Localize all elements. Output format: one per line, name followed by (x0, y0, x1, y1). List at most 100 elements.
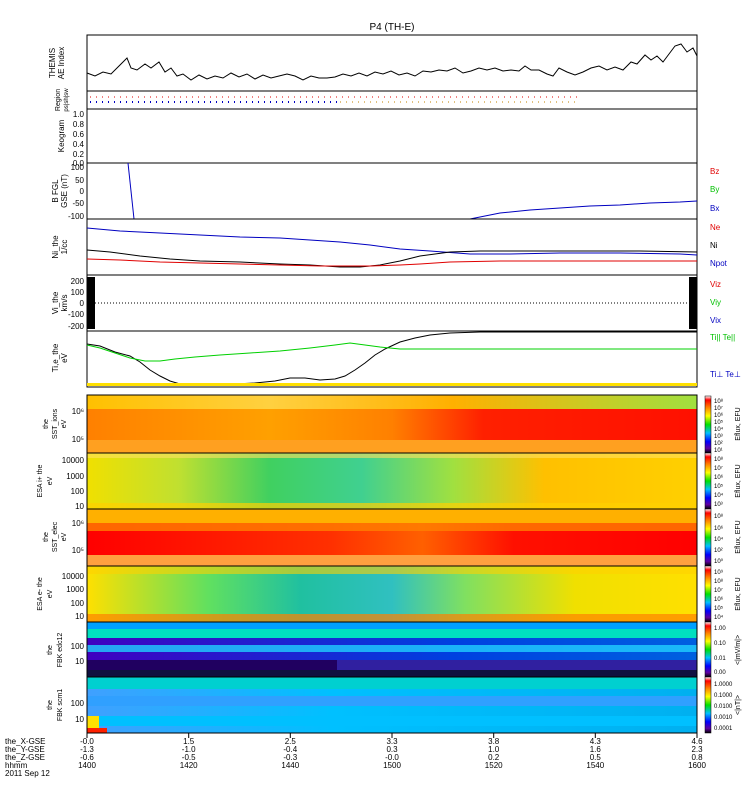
bfgm-ytick: -50 (72, 199, 84, 208)
colorbar-esa-ion (704, 452, 712, 510)
xcol-y: 2.3 (691, 745, 703, 754)
te-par-line (86, 331, 697, 386)
cbar-tick: 1.00 (714, 626, 726, 632)
cbar-tick: 10⁴ (714, 614, 724, 621)
xrow-label: the_Y-GSE (5, 745, 45, 754)
esa-elec-ylabel-2: eV (47, 589, 54, 598)
cbar-tick: 10⁸ (714, 456, 724, 463)
cbar-tick: 10² (714, 441, 723, 447)
panel-bfgm (86, 162, 698, 220)
velocity-end-block (689, 277, 697, 329)
cbar-tick: 10¹ (714, 448, 723, 454)
fbk-scm-ylabel-1: the (47, 700, 54, 710)
xrow-label: hhmm (5, 761, 28, 770)
cbar-tick: 0.0100 (714, 704, 733, 710)
ae-ylabel-1: THEMIS (48, 48, 57, 78)
esa-ion-ytick: 1000 (66, 472, 84, 481)
xaxis-row-labels: the_X-GSE the_Y-GSE the_Z-GSE hhmm 2011 … (5, 737, 50, 778)
temp-ylabel-1: Ti,e_the (51, 343, 60, 372)
cbar-tick: 10⁴ (714, 426, 724, 433)
esa-elec-ytick: 10000 (62, 572, 85, 581)
esa-ion-ylabel-2: eV (47, 476, 54, 485)
xcol-y: 0.3 (386, 745, 398, 754)
xrow-label: the_X-GSE (5, 737, 45, 746)
cbar-tick: 10³ (714, 434, 723, 440)
xcol-x: 4.3 (590, 737, 602, 746)
cbar-tick: 10⁴ (714, 492, 724, 499)
esa-elec-ytick: 100 (71, 599, 85, 608)
cbar-tick: 10⁹ (714, 569, 724, 576)
panel-sst-elec (86, 508, 698, 567)
panel-ae (86, 34, 698, 92)
sst-ions-ylabel-2: SST_ions (52, 408, 59, 439)
legend-ni: Ni (710, 241, 718, 250)
cbar-tick: 10⁶ (714, 412, 724, 419)
npot-line (86, 227, 698, 256)
colorbar-fbk-edc (704, 621, 712, 678)
cbar-tick: 10² (714, 548, 723, 554)
keogram-ytick: 0.2 (73, 150, 85, 159)
sst-elec-ylabel-1: the (43, 532, 50, 542)
cbar-tick: 10⁵ (714, 419, 724, 426)
ti-par-line (86, 342, 697, 362)
figure-title: P4 (TH-E) (370, 22, 415, 33)
cbar-tick: 10⁵ (714, 605, 724, 612)
xcol-y: 1.6 (590, 745, 602, 754)
cbar-label: Eflux, EFU (735, 520, 742, 553)
xcol-t: 1440 (281, 761, 299, 770)
xcol-x: 2.5 (285, 737, 297, 746)
legend-ne: Ne (710, 223, 721, 232)
ne-line (86, 258, 697, 267)
cbar-label: Eflux, EFU (735, 407, 742, 440)
cbar-tick: 10⁷ (714, 465, 723, 472)
fbk-edc-ylabel-1: the (47, 645, 54, 655)
xcol-y: -1.3 (80, 745, 94, 754)
legend-viy: Viy (710, 298, 721, 307)
xcol-1440: 2.5 -0.4 -0.3 1440 (281, 737, 299, 770)
xcol-x: 1.5 (183, 737, 195, 746)
sst-elec-ylabel-2: SST_elec (52, 521, 59, 552)
xcol-x: -0.0 (80, 737, 94, 746)
velocity-ytick: 200 (71, 277, 85, 286)
legend-tperp: Ti⊥ Te⊥ (710, 370, 741, 379)
cbar-tick: 10⁶ (714, 525, 724, 532)
legend-bz: Bz (710, 167, 719, 176)
xcol-x: 4.6 (691, 737, 703, 746)
colorbar-sst-elec (704, 508, 712, 567)
cbar-tick: 0.1000 (714, 693, 733, 699)
fbk-edc-ytick: 100 (71, 642, 85, 651)
panel-sst-ions (86, 394, 698, 454)
sst-ions-ylabel-3: eV (61, 419, 68, 428)
velocity-ytick: 100 (71, 288, 85, 297)
panel-esa-ion (86, 452, 698, 510)
panel-region (86, 90, 698, 110)
legend-npot: Npot (710, 259, 728, 268)
temp-ylabel-2: eV (60, 352, 69, 362)
fbk-edc-ylabel-2: FBK edc12 (57, 633, 64, 668)
cbar-tick: 10⁸ (714, 513, 724, 520)
bx-line (469, 200, 698, 220)
bfgm-ytick: 0 (80, 187, 85, 196)
panel-density (86, 218, 698, 276)
cbar-tick: 10⁸ (714, 578, 724, 585)
xcol-z: 0.8 (691, 753, 703, 762)
esa-elec-ytick: 10 (75, 612, 84, 621)
legend-by: By (710, 185, 719, 194)
legend-tpar: Ti|| Te|| (710, 333, 735, 342)
cbar-label: <|nT|> (735, 695, 742, 715)
density-ylabel-2: 1/cc (60, 240, 69, 255)
cbar-tick: 0.00 (714, 670, 726, 676)
xrow-label: 2011 Sep 12 (5, 769, 50, 778)
legend-viz: Viz (710, 280, 721, 289)
velocity-ytick: 0 (80, 299, 85, 308)
cbar-tick: 10⁶ (714, 596, 724, 603)
xcol-z: -0.5 (182, 753, 196, 762)
xcol-y: -1.0 (182, 745, 196, 754)
panel-esa-elec (86, 565, 698, 623)
xcol-1600: 4.6 2.3 0.8 1600 (688, 737, 706, 770)
cbar-tick: 10⁴ (714, 536, 724, 543)
ae-ylabel-2: AE Index (57, 47, 66, 79)
cbar-tick: 0.10 (714, 641, 726, 647)
